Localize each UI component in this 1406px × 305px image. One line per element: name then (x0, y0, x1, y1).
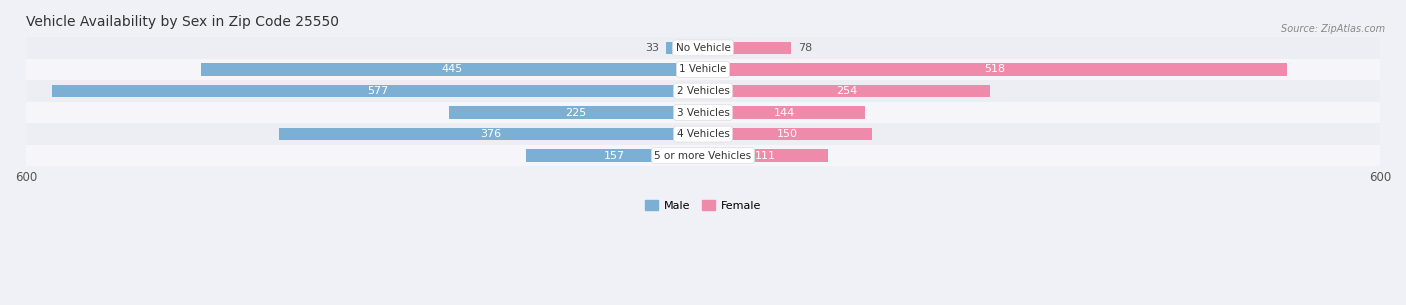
Text: 445: 445 (441, 64, 463, 74)
Text: No Vehicle: No Vehicle (675, 43, 731, 53)
Text: 3 Vehicles: 3 Vehicles (676, 108, 730, 117)
Bar (703, 128, 872, 140)
Bar (52, 85, 703, 97)
Bar (27, 37, 1379, 59)
Legend: Male, Female: Male, Female (641, 196, 765, 215)
Text: 225: 225 (565, 108, 586, 117)
Text: 376: 376 (481, 129, 502, 139)
Text: Vehicle Availability by Sex in Zip Code 25550: Vehicle Availability by Sex in Zip Code … (27, 15, 339, 29)
Bar (27, 145, 1379, 167)
Text: 254: 254 (835, 86, 856, 96)
Text: 518: 518 (984, 64, 1005, 74)
Text: 33: 33 (645, 43, 659, 53)
Text: 577: 577 (367, 86, 388, 96)
Text: 150: 150 (778, 129, 799, 139)
Bar (27, 102, 1379, 123)
Bar (278, 128, 703, 140)
Bar (666, 42, 703, 54)
Bar (703, 42, 792, 54)
Text: 2 Vehicles: 2 Vehicles (676, 86, 730, 96)
Text: 78: 78 (797, 43, 813, 53)
Bar (449, 106, 703, 119)
Bar (27, 80, 1379, 102)
Text: 1 Vehicle: 1 Vehicle (679, 64, 727, 74)
Bar (27, 59, 1379, 80)
Bar (201, 63, 703, 76)
Text: 111: 111 (755, 151, 776, 161)
Bar (703, 149, 828, 162)
Bar (27, 123, 1379, 145)
Text: 157: 157 (605, 151, 626, 161)
Bar (526, 149, 703, 162)
Bar (703, 106, 866, 119)
Text: 4 Vehicles: 4 Vehicles (676, 129, 730, 139)
Bar (703, 63, 1288, 76)
Text: 5 or more Vehicles: 5 or more Vehicles (654, 151, 752, 161)
Bar (703, 85, 990, 97)
Text: 144: 144 (773, 108, 794, 117)
Text: Source: ZipAtlas.com: Source: ZipAtlas.com (1281, 24, 1385, 34)
